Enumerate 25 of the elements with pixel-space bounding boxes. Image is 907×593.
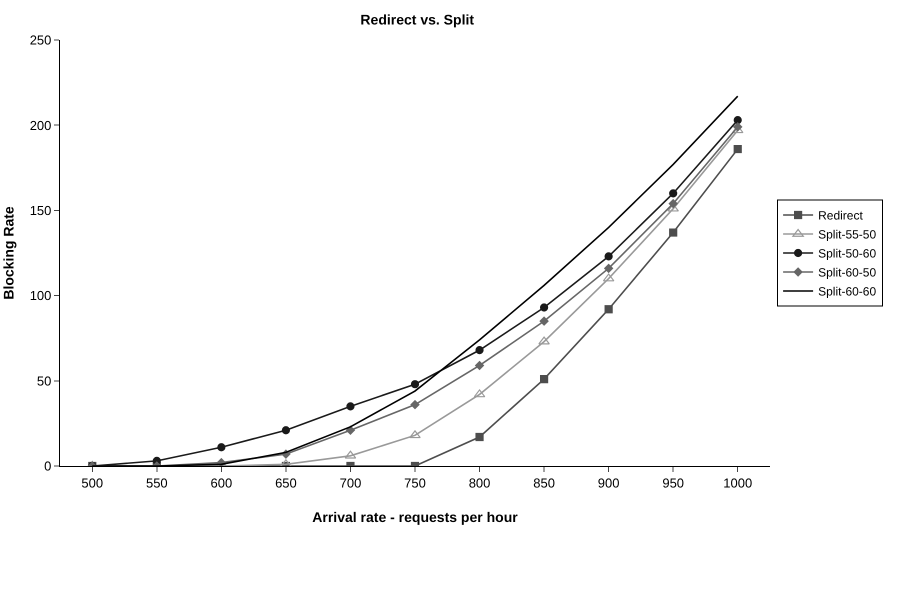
legend-label: Split-60-60 bbox=[818, 284, 876, 299]
y-tick-label: 200 bbox=[30, 118, 52, 133]
legend-label: Split-60-50 bbox=[818, 266, 876, 280]
x-tick-label: 500 bbox=[81, 476, 104, 491]
legend-label: Split-50-60 bbox=[818, 246, 876, 261]
x-tick-label: 600 bbox=[210, 476, 232, 491]
x-tick-label: 850 bbox=[533, 476, 555, 491]
x-tick-label: 900 bbox=[598, 476, 620, 491]
legend-label: Split-55-50 bbox=[818, 228, 876, 242]
x-axis-title: Arrival rate - requests per hour bbox=[312, 508, 518, 525]
x-tick-label: 950 bbox=[662, 476, 684, 491]
chart-title: Redirect vs. Split bbox=[360, 12, 474, 28]
x-tick-label: 750 bbox=[404, 476, 426, 491]
y-tick-label: 100 bbox=[30, 288, 52, 304]
x-tick-label: 1000 bbox=[723, 476, 752, 491]
y-axis-title: Blocking Rate bbox=[0, 206, 16, 300]
x-tick-label: 700 bbox=[340, 476, 362, 491]
x-tick-label: 550 bbox=[146, 476, 168, 491]
y-tick-label: 50 bbox=[36, 373, 52, 388]
legend-label: Redirect bbox=[818, 208, 864, 223]
y-tick-label: 0 bbox=[44, 458, 52, 474]
x-tick-label: 650 bbox=[275, 476, 297, 491]
y-tick-label: 250 bbox=[30, 32, 52, 48]
y-tick-label: 150 bbox=[30, 202, 52, 218]
x-tick-label: 800 bbox=[468, 476, 490, 491]
